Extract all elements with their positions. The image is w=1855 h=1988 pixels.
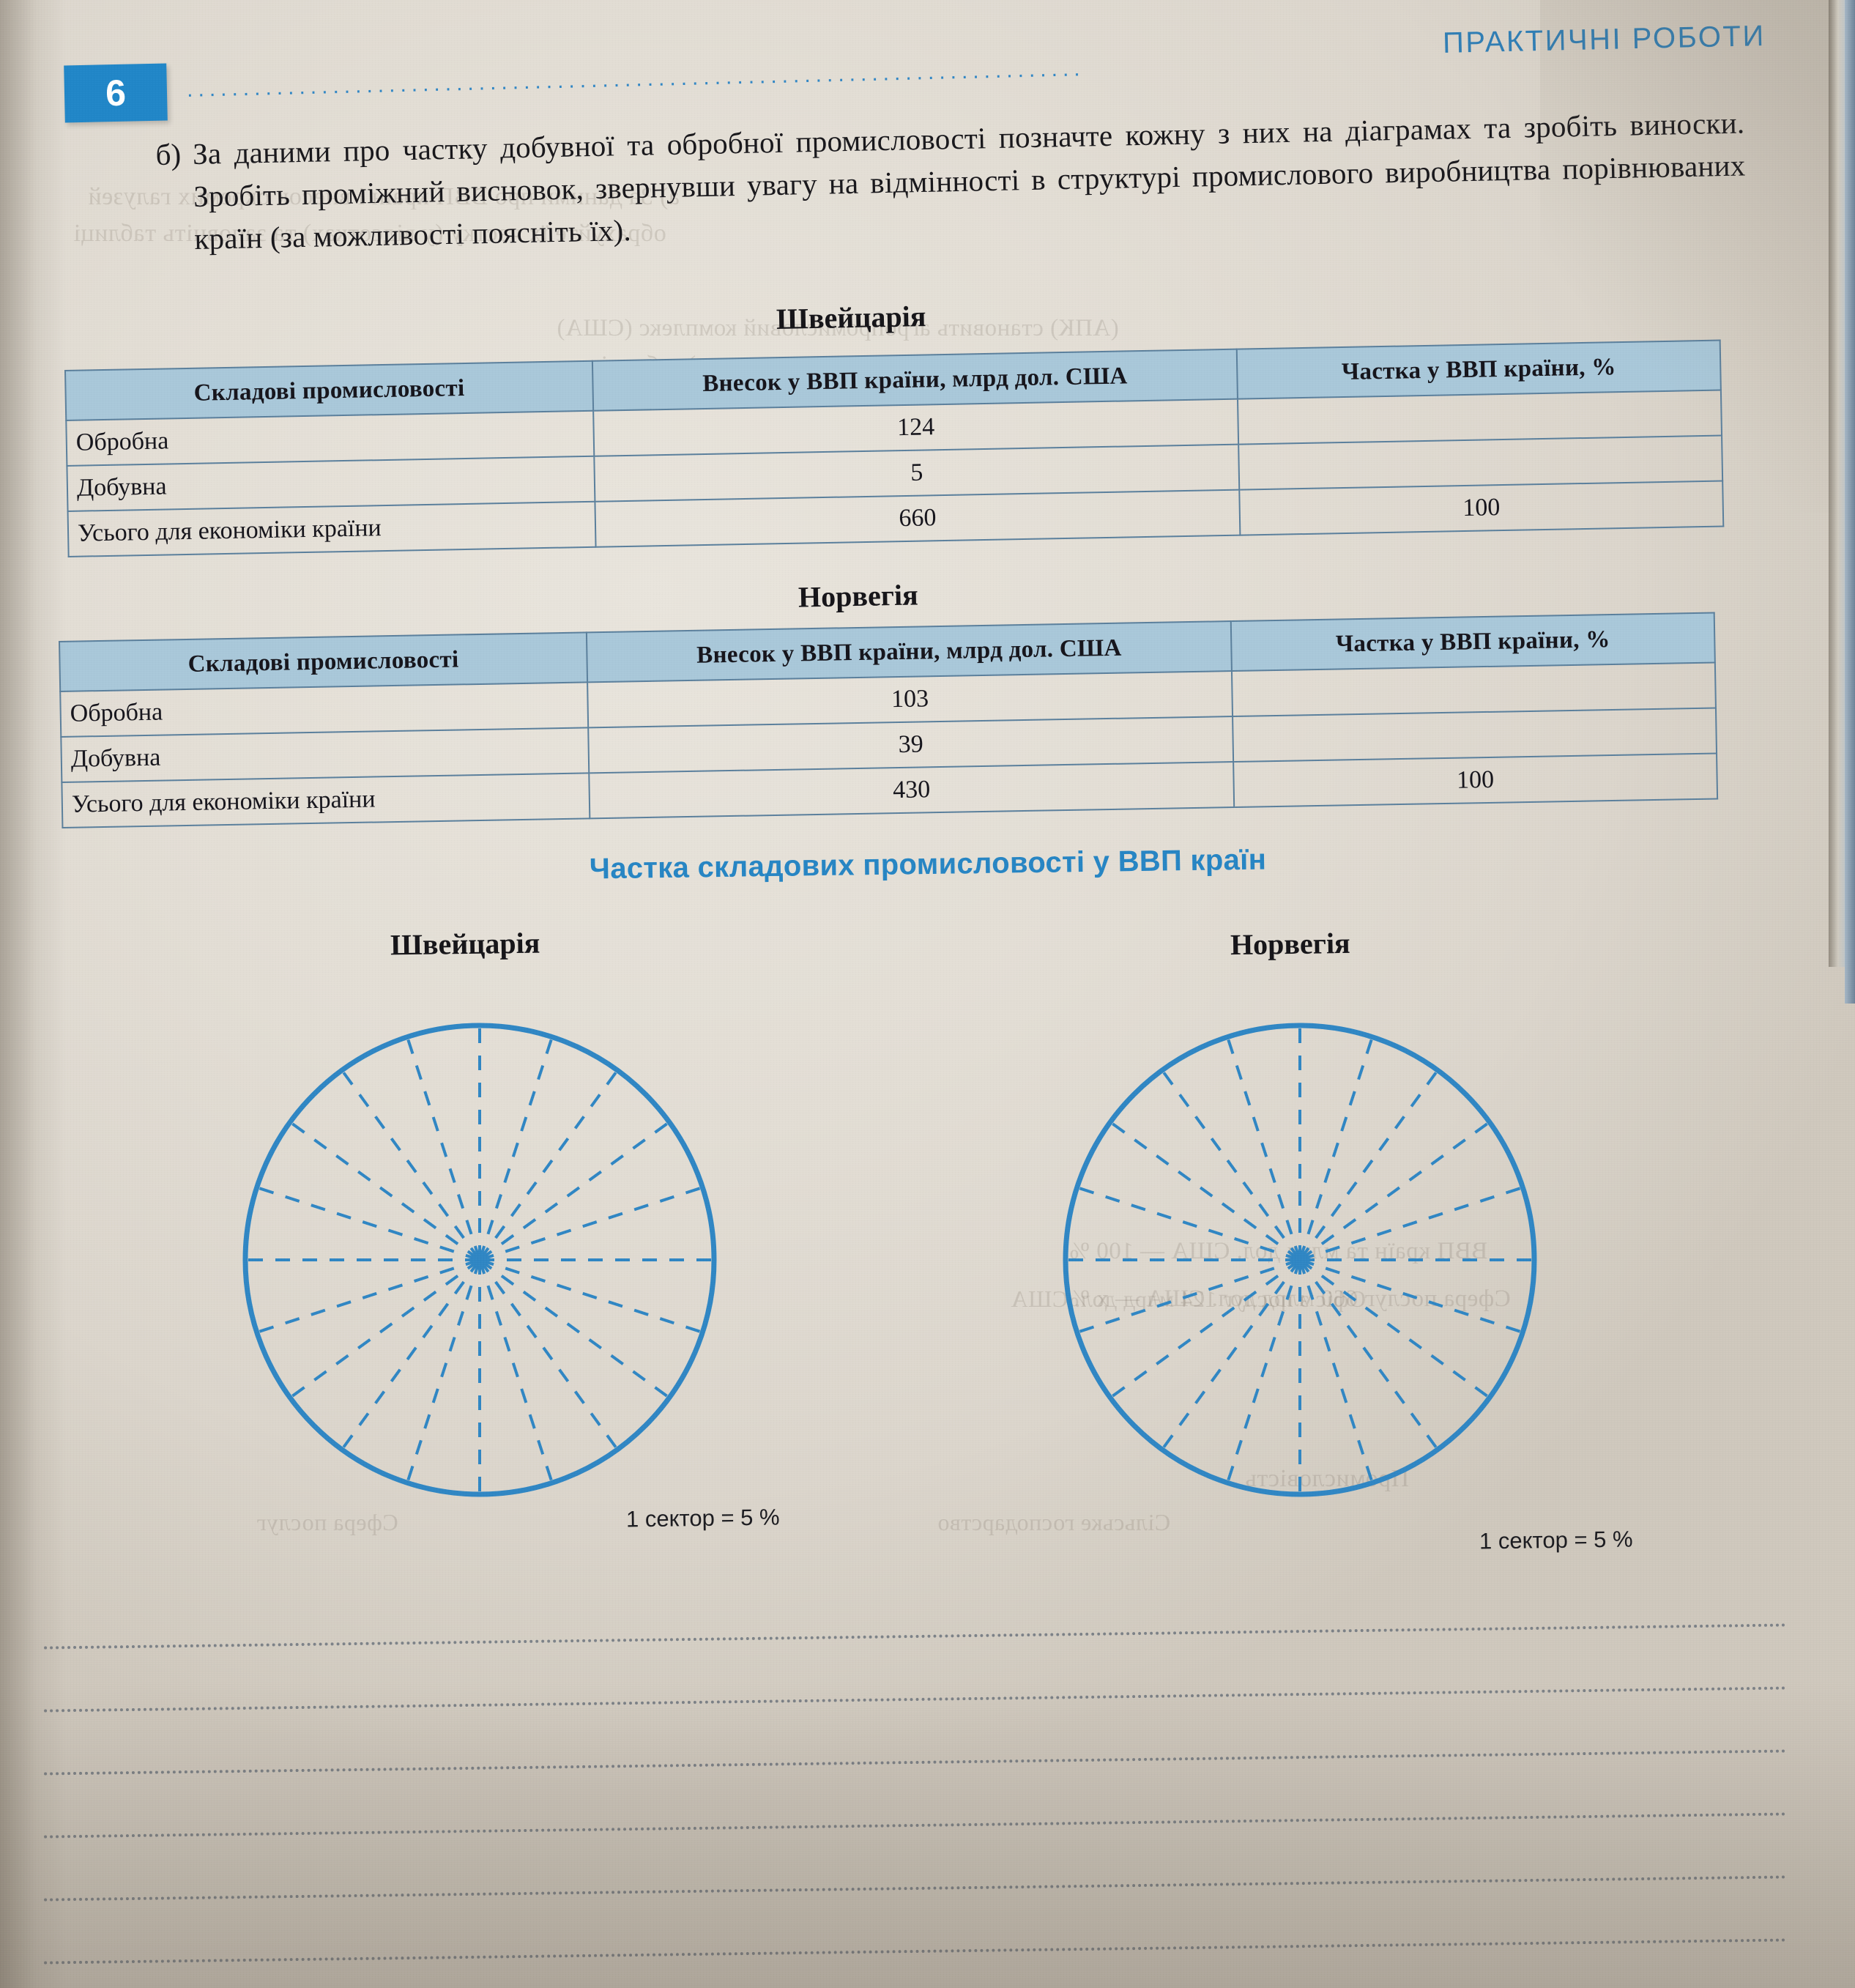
header-dotted-rule: ........................................…: [187, 51, 1366, 102]
answer-line[interactable]: [44, 1623, 1787, 1650]
task-marker: б): [155, 137, 182, 171]
page-number-label: 6: [105, 72, 127, 114]
page-edge: [1829, 0, 1855, 967]
legend-norway: 1 сектор = 5 %: [1479, 1526, 1633, 1554]
sector-grid-circle[interactable]: [1058, 1004, 1542, 1516]
sector-divider-lines: [245, 1025, 714, 1494]
dotted-leader: ........................................…: [186, 56, 1085, 102]
page-header-title: ПРАКТИЧНІ РОБОТИ: [1442, 20, 1766, 59]
circle-outline: [242, 1023, 717, 1497]
answer-line[interactable]: [44, 1812, 1787, 1839]
spine-shadow: [0, 0, 66, 1988]
task-paragraph: б) За даними про частку добувної та обро…: [155, 101, 1747, 261]
sector-divider-lines: [1066, 1025, 1534, 1494]
col-header-share: Частка у ВВП країни, %: [1236, 340, 1721, 399]
next-page-sliver: [1845, 0, 1855, 1004]
col-header-component: Складові промисловості: [59, 632, 588, 691]
table-caption-norway: Норвегія: [798, 578, 919, 614]
answer-line[interactable]: [44, 1875, 1787, 1902]
answer-line[interactable]: [44, 1938, 1787, 1965]
table-caption-switzerland: Швейцарія: [776, 300, 926, 335]
col-header-share: Частка у ВВП країни, %: [1230, 612, 1715, 672]
row-share: 100: [1233, 753, 1718, 808]
table-norway: Складові промисловості Внесок у ВВП краї…: [59, 612, 1718, 828]
diagram-label-switzerland: Швейцарія: [390, 926, 540, 962]
row-share: 100: [1239, 481, 1724, 535]
answer-line[interactable]: [44, 1686, 1787, 1713]
table-switzerland: Складові промисловості Внесок у ВВП краї…: [64, 340, 1724, 557]
sector-grid-circle[interactable]: [238, 1004, 721, 1516]
task-text: За даними про частку добувної та обробно…: [192, 105, 1746, 256]
pie-template-switzerland[interactable]: [238, 1004, 721, 1520]
diagram-label-norway: Норвегія: [1230, 926, 1350, 962]
pie-template-norway[interactable]: [1058, 1004, 1542, 1520]
chart-title: Частка складових промисловості у ВВП кра…: [589, 843, 1266, 886]
answer-line[interactable]: [44, 1749, 1787, 1776]
circle-outline: [1063, 1023, 1537, 1497]
legend-switzerland: 1 сектор = 5 %: [625, 1504, 780, 1532]
row-label: Усього для економіки країни: [62, 773, 590, 828]
row-share-input[interactable]: [1231, 662, 1716, 717]
page-number-badge: 6: [64, 63, 168, 123]
row-label: Усього для економіки країни: [67, 501, 596, 557]
row-share-input[interactable]: [1233, 708, 1717, 763]
